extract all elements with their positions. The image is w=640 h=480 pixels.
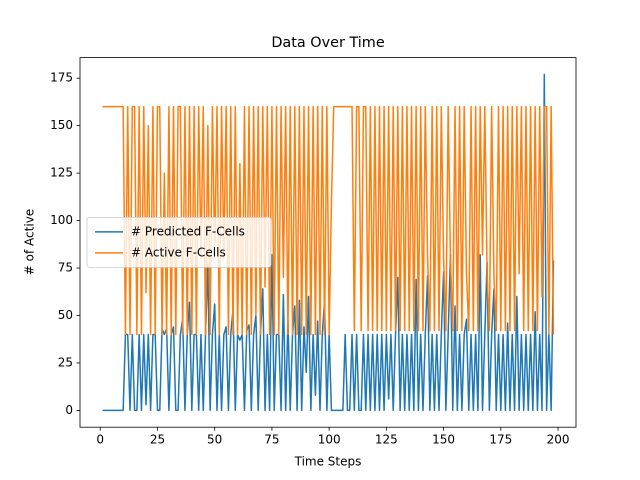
y-tick-label: 75	[58, 261, 73, 275]
y-tick-label: 100	[50, 213, 73, 227]
y-tick-label: 0	[65, 403, 73, 417]
chart-title: Data Over Time	[271, 35, 384, 51]
legend-box	[86, 216, 272, 268]
x-tick-label: 200	[547, 433, 570, 447]
y-tick-label: 150	[50, 118, 73, 132]
x-tick-label: 75	[264, 433, 279, 447]
series-line	[102, 73, 555, 412]
x-tick-label: 100	[318, 433, 341, 447]
x-tick-label: 150	[432, 433, 455, 447]
y-axis-label: # of Active	[23, 209, 37, 275]
x-tick-label: 0	[96, 433, 104, 447]
x-axis-label: Time Steps	[294, 455, 362, 469]
x-tick-label: 125	[375, 433, 398, 447]
y-tick-label: 175	[50, 71, 73, 85]
legend-label: # Active F-Cells	[131, 245, 226, 259]
axes-frame	[79, 57, 577, 428]
x-tick-label: 25	[150, 433, 165, 447]
x-tick-label: 175	[489, 433, 512, 447]
x-tick-label: 50	[207, 433, 222, 447]
y-tick-label: 125	[50, 166, 73, 180]
legend-label: # Predicted F-Cells	[131, 224, 245, 238]
series-line	[102, 105, 555, 336]
y-tick-label: 25	[58, 355, 73, 369]
y-tick-label: 50	[58, 308, 73, 322]
